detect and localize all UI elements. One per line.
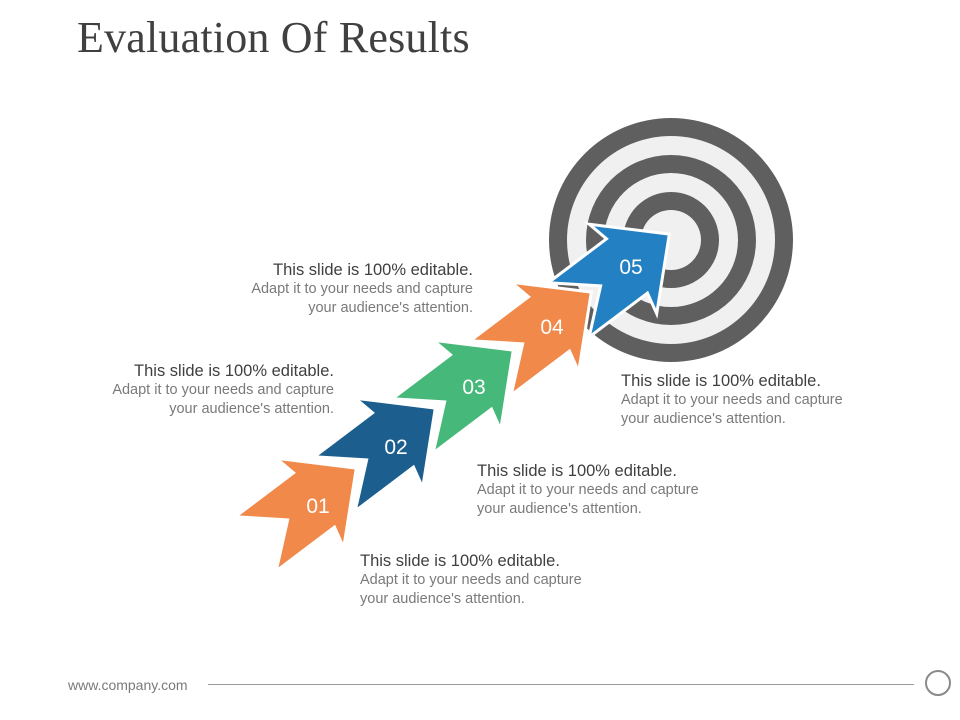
footer-website: www.company.com: [68, 677, 188, 693]
arrow-02: [310, 396, 438, 515]
arrow-05: [544, 222, 672, 341]
step-02-text: This slide is 100% editable. Adapt it to…: [54, 362, 334, 419]
step-02-line1: Adapt it to your needs and capture: [112, 382, 334, 398]
step-05-text: This slide is 100% editable. Adapt it to…: [621, 372, 901, 429]
step-03-heading: This slide is 100% editable.: [477, 462, 677, 480]
step-03-line1: Adapt it to your needs and capture: [477, 482, 699, 498]
step-05-line2: your audience's attention.: [621, 411, 786, 427]
step-04-line1: Adapt it to your needs and capture: [251, 281, 473, 297]
step-03-line2: your audience's attention.: [477, 501, 642, 517]
step-05-line1: Adapt it to your needs and capture: [621, 392, 843, 408]
step-04-text: This slide is 100% editable. Adapt it to…: [193, 261, 473, 318]
step-03-text: This slide is 100% editable. Adapt it to…: [477, 462, 757, 519]
step-01-heading: This slide is 100% editable.: [360, 552, 560, 570]
arrow-04: [466, 280, 594, 399]
step-02-line2: your audience's attention.: [169, 401, 334, 417]
step-01-number: 01: [306, 495, 329, 518]
arrow-03: [388, 338, 516, 457]
step-02-number: 02: [384, 436, 407, 459]
step-04-line2: your audience's attention.: [308, 300, 473, 316]
step-01-text: This slide is 100% editable. Adapt it to…: [360, 552, 640, 609]
step-02-heading: This slide is 100% editable.: [134, 362, 334, 380]
footer-divider: [208, 684, 914, 685]
step-05-number: 05: [619, 256, 642, 279]
step-03-number: 03: [462, 376, 485, 399]
step-04-number: 04: [540, 316, 564, 339]
step-01-line1: Adapt it to your needs and capture: [360, 572, 582, 588]
step-05-heading: This slide is 100% editable.: [621, 372, 821, 390]
page-title: Evaluation Of Results: [77, 13, 470, 62]
step-01-line2: your audience's attention.: [360, 591, 525, 607]
footer-circle-icon: [925, 670, 951, 696]
arrow-01: [231, 456, 359, 575]
step-04-heading: This slide is 100% editable.: [273, 261, 473, 279]
